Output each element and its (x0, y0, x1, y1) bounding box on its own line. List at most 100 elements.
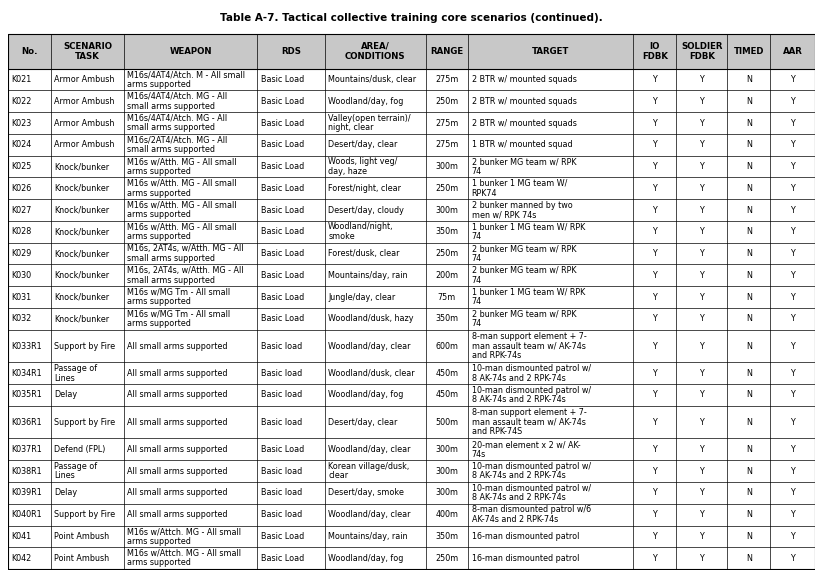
Text: Y: Y (653, 227, 657, 236)
Text: Y: Y (790, 140, 795, 150)
Bar (8, 265, 815, 286)
Text: Passage of
Lines: Passage of Lines (54, 364, 97, 383)
Text: Delay: Delay (54, 390, 77, 399)
Text: All small arms supported: All small arms supported (127, 445, 227, 454)
Text: 2 bunker MG team w/ RPK
74: 2 bunker MG team w/ RPK 74 (472, 266, 576, 285)
Text: 10-man dismounted patrol w/
8 AK-74s and 2 RPK-74s: 10-man dismounted patrol w/ 8 AK-74s and… (472, 386, 591, 405)
Text: 2 bunker manned by two
men w/ RPK 74s: 2 bunker manned by two men w/ RPK 74s (472, 201, 572, 219)
Text: 1 bunker 1 MG team W/
RPK74: 1 bunker 1 MG team W/ RPK74 (472, 179, 567, 198)
Text: Y: Y (700, 75, 704, 84)
Text: Basic Load: Basic Load (261, 445, 304, 454)
Text: N: N (746, 184, 751, 193)
Text: M16s w/MG Tm - All small
arms supported: M16s w/MG Tm - All small arms supported (127, 288, 230, 307)
Text: Y: Y (700, 249, 704, 258)
Text: N: N (746, 445, 751, 454)
Text: M16s/4AT4/Atch. M - All small
arms supported: M16s/4AT4/Atch. M - All small arms suppo… (127, 70, 245, 89)
Text: N: N (746, 315, 751, 323)
Text: K040R1: K040R1 (12, 510, 42, 519)
Text: Mountains/day, rain: Mountains/day, rain (328, 532, 407, 541)
Text: Y: Y (653, 554, 657, 563)
Text: Desert/day, smoke: Desert/day, smoke (328, 488, 404, 497)
Text: M16s, 2AT4s, w/Atth. MG - All
small arms supported: M16s, 2AT4s, w/Atth. MG - All small arms… (127, 266, 244, 285)
Text: Y: Y (653, 271, 657, 280)
Bar (8, 504, 815, 525)
Text: Y: Y (790, 532, 795, 541)
Text: Y: Y (790, 342, 795, 351)
Text: SCENARIO
TASK: SCENARIO TASK (63, 42, 112, 61)
Text: Y: Y (700, 140, 704, 150)
Text: Y: Y (653, 162, 657, 171)
Text: 2 bunker MG team w/ RPK
74: 2 bunker MG team w/ RPK 74 (472, 309, 576, 328)
Text: Y: Y (653, 369, 657, 378)
Text: Y: Y (700, 554, 704, 563)
Text: N: N (746, 140, 751, 150)
Text: Basic load: Basic load (261, 342, 302, 351)
Text: Y: Y (790, 315, 795, 323)
Text: Woodland/dusk, hazy: Woodland/dusk, hazy (328, 315, 414, 323)
Text: All small arms supported: All small arms supported (127, 466, 227, 476)
Text: Y: Y (653, 206, 657, 214)
Text: K028: K028 (12, 227, 32, 236)
Text: Basic Load: Basic Load (261, 249, 304, 258)
Text: K027: K027 (12, 206, 32, 214)
Text: Y: Y (790, 390, 795, 399)
Text: 275m: 275m (435, 75, 458, 84)
Bar (8, 134, 815, 156)
Text: Y: Y (790, 249, 795, 258)
Text: K041: K041 (12, 532, 31, 541)
Text: 400m: 400m (435, 510, 458, 519)
Text: Knock/bunker: Knock/bunker (54, 227, 109, 236)
Text: IO
FDBK: IO FDBK (642, 42, 667, 61)
Text: K037R1: K037R1 (12, 445, 42, 454)
Text: Basic load: Basic load (261, 390, 302, 399)
Text: Y: Y (653, 119, 657, 128)
Text: Y: Y (790, 418, 795, 427)
Text: Basic load: Basic load (261, 510, 302, 519)
Text: Basic Load: Basic Load (261, 532, 304, 541)
Text: Y: Y (700, 206, 704, 214)
Text: 2 BTR w/ mounted squads: 2 BTR w/ mounted squads (472, 75, 576, 84)
Text: N: N (746, 418, 751, 427)
Text: 250m: 250m (435, 97, 458, 106)
Text: N: N (746, 271, 751, 280)
Text: Y: Y (790, 293, 795, 301)
Text: 250m: 250m (435, 249, 458, 258)
Text: Basic load: Basic load (261, 369, 302, 378)
Text: Y: Y (790, 97, 795, 106)
Text: Y: Y (700, 97, 704, 106)
Text: Y: Y (790, 271, 795, 280)
Text: All small arms supported: All small arms supported (127, 488, 227, 497)
Bar (8, 406, 815, 438)
Text: Basic Load: Basic Load (261, 554, 304, 563)
Text: Basic load: Basic load (261, 488, 302, 497)
Text: Woodland/day, clear: Woodland/day, clear (328, 445, 411, 454)
Text: Y: Y (653, 140, 657, 150)
Text: K030: K030 (12, 271, 31, 280)
Text: Point Ambush: Point Ambush (54, 532, 109, 541)
Text: K042: K042 (12, 554, 32, 563)
Text: 1 bunker 1 MG team W/ RPK
74: 1 bunker 1 MG team W/ RPK 74 (472, 288, 585, 307)
Text: Y: Y (790, 445, 795, 454)
Text: K038R1: K038R1 (12, 466, 42, 476)
Text: Y: Y (790, 369, 795, 378)
Text: Armor Ambush: Armor Ambush (54, 140, 114, 150)
Text: Y: Y (653, 466, 657, 476)
Text: Y: Y (700, 390, 704, 399)
Text: SOLDIER
FDBK: SOLDIER FDBK (681, 42, 723, 61)
Text: 200m: 200m (435, 271, 458, 280)
Text: Mountains/day, rain: Mountains/day, rain (328, 271, 407, 280)
Text: Forest/night, clear: Forest/night, clear (328, 184, 401, 193)
Text: Woods, light veg/
day, haze: Woods, light veg/ day, haze (328, 157, 398, 176)
Text: M16s/4AT4/Atch. MG - All
small arms supported: M16s/4AT4/Atch. MG - All small arms supp… (127, 92, 227, 111)
Text: Y: Y (653, 510, 657, 519)
Text: Basic load: Basic load (261, 418, 302, 427)
Text: 300m: 300m (435, 206, 458, 214)
Text: Delay: Delay (54, 488, 77, 497)
Bar (8, 91, 815, 112)
Text: 8-man dismounted patrol w/6
AK-74s and 2 RPK-74s: 8-man dismounted patrol w/6 AK-74s and 2… (472, 505, 591, 524)
Text: 10-man dismounted patrol w/
8 AK-74s and 2 RPK-74s: 10-man dismounted patrol w/ 8 AK-74s and… (472, 484, 591, 502)
Text: Basic Load: Basic Load (261, 293, 304, 301)
Bar (8, 178, 815, 199)
Text: Y: Y (700, 532, 704, 541)
Text: Y: Y (653, 184, 657, 193)
